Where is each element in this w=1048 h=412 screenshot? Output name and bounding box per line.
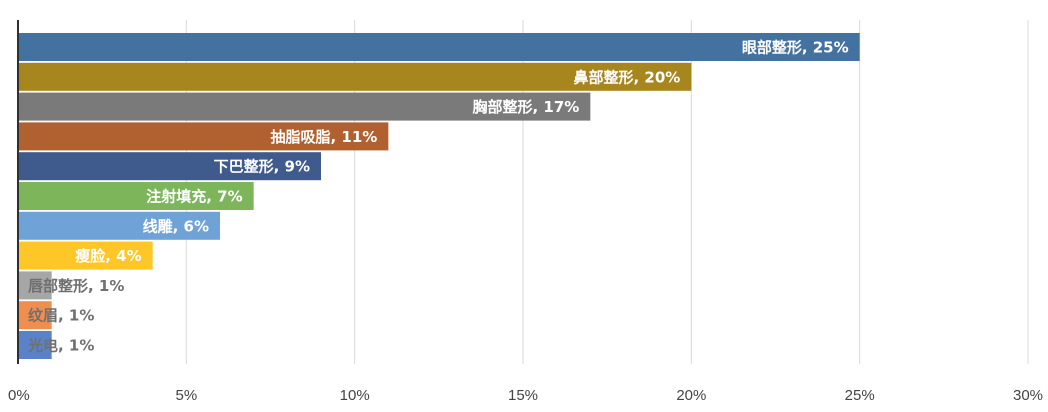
bar — [18, 301, 52, 330]
bar-label: 注射填充, 7% — [146, 188, 242, 206]
x-tick-label: 15% — [508, 387, 538, 404]
bar — [18, 62, 692, 91]
x-tick-label: 0% — [8, 387, 30, 404]
bar-label: 光电, 1% — [27, 337, 94, 355]
bar — [18, 92, 591, 121]
bar-label: 下巴整形, 9% — [214, 158, 310, 176]
x-tick-label: 20% — [676, 387, 706, 404]
bar — [18, 271, 52, 300]
bar — [18, 122, 389, 151]
bar-label: 唇部整形, 1% — [28, 277, 124, 295]
bar — [18, 211, 220, 240]
x-tick-label: 10% — [340, 387, 370, 404]
bar-label: 胸部整形, 17% — [473, 98, 580, 116]
x-tick-label: 25% — [845, 387, 875, 404]
bar-label: 抽脂吸脂, 11% — [271, 128, 378, 146]
x-tick-label: 30% — [1013, 387, 1043, 404]
bar-label: 线雕, 6% — [143, 217, 209, 235]
x-tick-label: 5% — [175, 387, 197, 404]
bar — [18, 152, 321, 181]
bar — [18, 182, 254, 210]
bar — [18, 33, 860, 61]
x-axis-tick-labels: 0% 5% 10% 15% 20% 25% 30% — [8, 387, 1043, 404]
bar-labels: 眼部整形, 25% 鼻部整形, 20% 胸部整形, 17% 抽脂吸脂, 11% 下巴整形… — [27, 39, 849, 355]
bar-label: 瘦脸, 4% — [75, 247, 141, 265]
bar-label: 眼部整形, 25% — [742, 39, 849, 57]
bar-label: 纹眉, 1% — [28, 307, 94, 325]
bars — [18, 33, 860, 359]
bar-label: 鼻部整形, 20% — [574, 68, 681, 86]
bar — [18, 331, 52, 359]
bar — [18, 241, 153, 270]
